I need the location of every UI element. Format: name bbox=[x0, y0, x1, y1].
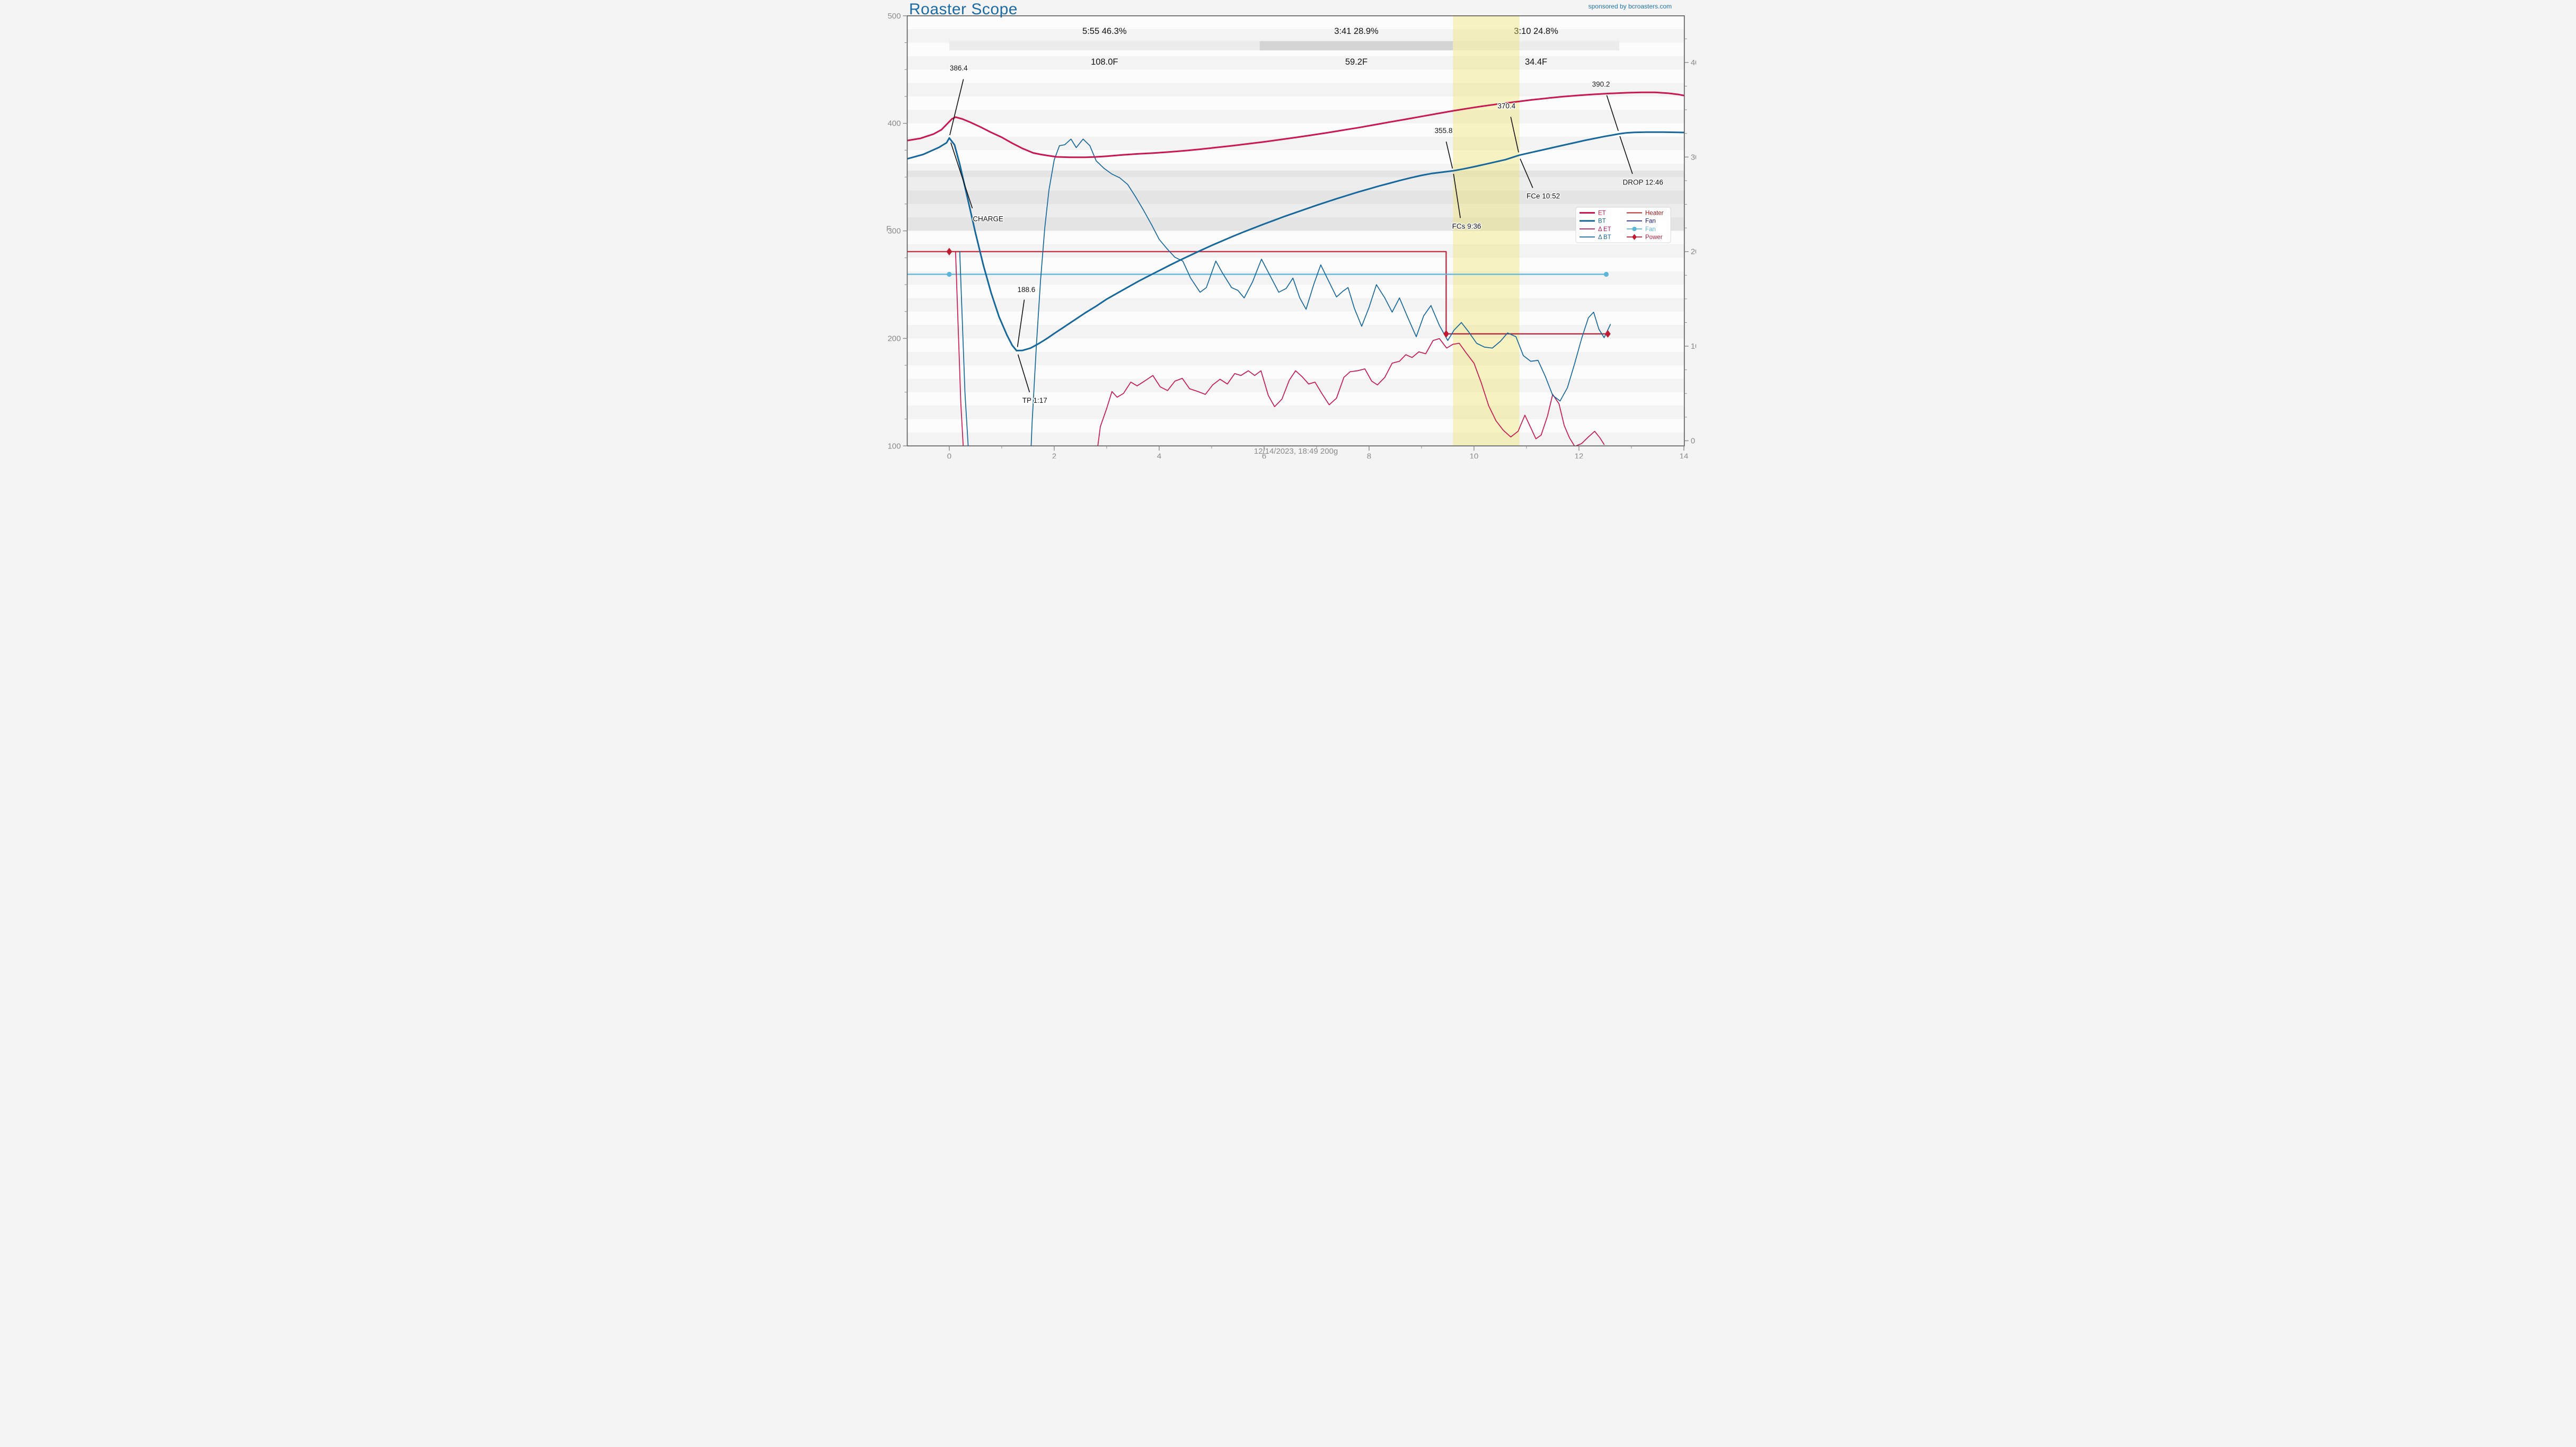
delta-et-curve bbox=[955, 251, 1605, 446]
legend-label: Power bbox=[1645, 234, 1663, 241]
stripe bbox=[907, 163, 1684, 178]
y-left-tick-label: 500 bbox=[888, 12, 901, 21]
y-right-tick-label: 10 bbox=[1691, 342, 1696, 351]
fcs-leader-line bbox=[1453, 173, 1461, 218]
fce-event-label: FCe 10:52 bbox=[1527, 192, 1560, 200]
stripe bbox=[907, 351, 1684, 366]
x-axis-tick-label: 8 bbox=[1367, 452, 1371, 458]
stripe bbox=[907, 29, 1684, 43]
legend-box bbox=[1575, 207, 1671, 243]
fcs-value-label: 355.8 bbox=[1435, 127, 1453, 135]
delta-bt-curve bbox=[959, 138, 1611, 446]
legend-label: Δ BT bbox=[1598, 234, 1611, 241]
legend-label: Δ ET bbox=[1598, 226, 1611, 233]
stripe bbox=[907, 325, 1684, 339]
stripe bbox=[907, 56, 1684, 70]
et-curve bbox=[907, 91, 1684, 158]
y-right-tick-label: 20 bbox=[1691, 248, 1696, 257]
fcs-event-label: FCs 9:36 bbox=[1452, 222, 1481, 230]
legend-label: ET bbox=[1598, 210, 1606, 217]
drop-event-label: DROP 12:46 bbox=[1623, 178, 1663, 186]
y-right-tick-label: 40 bbox=[1691, 58, 1696, 67]
tp-leader-line bbox=[1017, 354, 1030, 393]
tp-leader-line bbox=[1017, 299, 1025, 347]
y-left-tick-label: 400 bbox=[888, 119, 901, 128]
legend-label: BT bbox=[1598, 218, 1606, 225]
charge-value-label: 386.4 bbox=[950, 64, 968, 72]
page: 5:55 46.3% 108.0F 3:41 28.9% 59.2F 3:10 24.8… bbox=[880, 0, 1696, 458]
app-title: Roaster Scope bbox=[909, 1, 1018, 18]
phase-temp-label-1: 108.0F bbox=[1091, 57, 1118, 67]
drop-leader-line bbox=[1606, 95, 1619, 131]
stripe bbox=[907, 432, 1684, 446]
tp-event-label: TP 1:17 bbox=[1022, 396, 1047, 404]
legend-label: Fan bbox=[1645, 218, 1656, 225]
legend-diamond-marker bbox=[1632, 234, 1637, 240]
phase-segment-2 bbox=[1259, 41, 1453, 50]
background-stripes bbox=[907, 29, 1684, 446]
legend-label: Fan bbox=[1645, 226, 1656, 233]
sponsor-link[interactable]: sponsored by bcroasters.com bbox=[1588, 3, 1672, 10]
first-crack-band bbox=[1453, 15, 1520, 446]
x-axis-tick-label: 14 bbox=[1680, 452, 1689, 458]
stripe bbox=[907, 405, 1684, 419]
annotations: 386.4 CHARGE 188.6 TP 1:17 355.8 FCs 9:36 370.… bbox=[949, 64, 1664, 405]
y-left-axis-title: F bbox=[886, 224, 891, 233]
x-axis-tick-label: 12 bbox=[1575, 452, 1584, 458]
bt-curve bbox=[907, 131, 1684, 351]
y-left-tick-label: 100 bbox=[888, 442, 901, 451]
stripe bbox=[907, 244, 1684, 258]
y-right-tick-label: 0 bbox=[1691, 437, 1695, 446]
phase-segment-3 bbox=[1453, 41, 1619, 50]
charge-event-label: CHARGE bbox=[973, 215, 1003, 223]
fce-leader-line bbox=[1520, 158, 1533, 188]
phase-temp-label-3: 34.4F bbox=[1525, 57, 1547, 67]
fcs-leader-line bbox=[1445, 141, 1453, 169]
charge-leader-line bbox=[950, 142, 973, 209]
stripe bbox=[907, 110, 1684, 123]
phase-bar: 5:55 46.3% 108.0F 3:41 28.9% 59.2F 3:10 24.8… bbox=[949, 27, 1619, 67]
x-axis-tick-label: 6 bbox=[1262, 452, 1266, 458]
y-right-tick-label: 30 bbox=[1691, 153, 1696, 162]
stripe bbox=[907, 83, 1684, 96]
legend-label: Heater bbox=[1645, 210, 1664, 217]
power-event-marker bbox=[1443, 330, 1449, 338]
fce-value-label: 370.4 bbox=[1497, 102, 1515, 110]
tp-value-label: 188.6 bbox=[1018, 286, 1036, 294]
heater-line bbox=[907, 251, 1609, 335]
curves bbox=[907, 91, 1684, 446]
stripe bbox=[907, 190, 1684, 204]
phase-segment-1 bbox=[949, 41, 1260, 50]
stripe bbox=[907, 271, 1684, 285]
phase-time-label-2: 3:41 28.9% bbox=[1334, 27, 1379, 36]
fan-event-marker bbox=[947, 271, 952, 277]
stripe bbox=[907, 298, 1684, 312]
roast-profile-chart: 5:55 46.3% 108.0F 3:41 28.9% 59.2F 3:10 24.8… bbox=[886, 12, 1696, 458]
x-axis-tick-label: 4 bbox=[1157, 452, 1161, 458]
y-left-tick-label: 300 bbox=[888, 227, 901, 236]
x-axis-tick-label: 10 bbox=[1470, 452, 1479, 458]
phase-time-label-1: 5:55 46.3% bbox=[1082, 27, 1127, 36]
power-event-marker bbox=[1604, 330, 1611, 338]
charge-leader-line bbox=[949, 79, 964, 136]
x-axis-tick-label: 0 bbox=[947, 452, 951, 458]
drop-leader-line bbox=[1619, 136, 1633, 174]
gray-temperature-band bbox=[907, 170, 1684, 231]
x-axis-tick-label: 2 bbox=[1052, 452, 1056, 458]
legend-circle-marker bbox=[1632, 226, 1637, 232]
stripe bbox=[907, 137, 1684, 151]
axes: 100200300400500F010203040F/min0246810121… bbox=[886, 12, 1696, 458]
phase-temp-label-2: 59.2F bbox=[1345, 57, 1368, 67]
fce-leader-line bbox=[1510, 117, 1519, 153]
phase-time-label-3: 3:10 24.8% bbox=[1514, 27, 1558, 36]
y-left-tick-label: 200 bbox=[888, 334, 901, 343]
drop-value-label: 390.2 bbox=[1592, 81, 1610, 89]
x-axis-footer-label: 12/14/2023, 18:49 200g bbox=[1254, 447, 1338, 456]
stripe bbox=[907, 217, 1684, 231]
stripe bbox=[907, 378, 1684, 392]
fan-event-marker bbox=[1603, 271, 1609, 277]
